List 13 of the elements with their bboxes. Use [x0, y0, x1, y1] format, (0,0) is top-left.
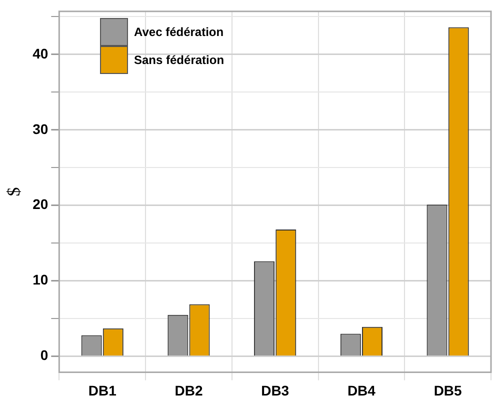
y-tick-label: 10	[32, 272, 48, 288]
legend-label: Sans fédération	[134, 53, 224, 67]
y-tick-label: 30	[32, 120, 48, 137]
x-tick-label: DB1	[88, 382, 117, 398]
x-tick-label: DB3	[261, 382, 290, 398]
legend-label: Avec fédération	[134, 25, 224, 39]
x-tick-label: DB4	[347, 382, 376, 398]
y-axis-title: $	[4, 187, 24, 196]
x-tick-label: DB2	[174, 382, 203, 398]
y-tick-label: 0	[40, 347, 48, 364]
y-tick-label: 20	[32, 196, 48, 212]
y-tick-label: 40	[32, 45, 48, 62]
x-tick-label: DB5	[434, 382, 462, 398]
